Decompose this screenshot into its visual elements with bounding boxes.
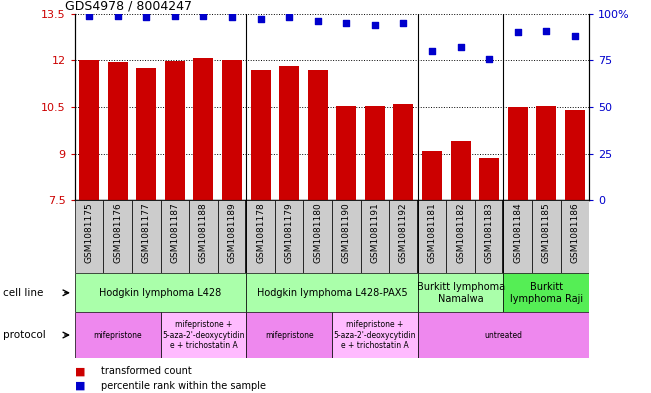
Point xyxy=(341,20,352,26)
Bar xyxy=(165,61,185,200)
Bar xyxy=(479,158,499,200)
Bar xyxy=(275,200,303,273)
Point xyxy=(198,13,208,19)
Text: protocol: protocol xyxy=(3,330,46,340)
Text: mifepristone: mifepristone xyxy=(265,331,314,340)
Text: GSM1081186: GSM1081186 xyxy=(570,203,579,263)
Point xyxy=(141,14,152,20)
Text: Burkitt
lymphoma Raji: Burkitt lymphoma Raji xyxy=(510,282,583,303)
Text: GSM1081188: GSM1081188 xyxy=(199,203,208,263)
Bar xyxy=(532,200,561,273)
Text: GSM1081189: GSM1081189 xyxy=(227,203,236,263)
Text: percentile rank within the sample: percentile rank within the sample xyxy=(101,381,266,391)
Bar xyxy=(332,312,418,358)
Point xyxy=(541,28,551,34)
Bar xyxy=(450,141,471,200)
Text: GSM1081192: GSM1081192 xyxy=(399,203,408,263)
Bar xyxy=(75,312,161,358)
Bar xyxy=(246,200,275,273)
Bar xyxy=(561,200,589,273)
Bar xyxy=(393,104,413,200)
Bar xyxy=(418,273,503,312)
Text: mifepristone +
5-aza-2'-deoxycytidin
e + trichostatin A: mifepristone + 5-aza-2'-deoxycytidin e +… xyxy=(162,320,245,350)
Point xyxy=(227,14,237,20)
Bar xyxy=(365,106,385,200)
Bar xyxy=(193,58,214,200)
Point xyxy=(427,48,437,54)
Bar xyxy=(75,200,104,273)
Point xyxy=(84,13,94,19)
Text: Burkitt lymphoma
Namalwa: Burkitt lymphoma Namalwa xyxy=(417,282,505,303)
Bar xyxy=(418,312,589,358)
Point xyxy=(312,18,323,24)
Point xyxy=(170,13,180,19)
Text: GSM1081176: GSM1081176 xyxy=(113,203,122,263)
Text: ■: ■ xyxy=(75,366,85,376)
Text: GSM1081180: GSM1081180 xyxy=(313,203,322,263)
Point xyxy=(512,29,523,36)
Text: mifepristone: mifepristone xyxy=(93,331,142,340)
Bar xyxy=(308,70,327,200)
Bar xyxy=(189,200,217,273)
Bar xyxy=(161,312,246,358)
Bar xyxy=(75,273,246,312)
Point xyxy=(456,44,466,50)
Bar xyxy=(503,273,589,312)
Bar xyxy=(447,200,475,273)
Bar xyxy=(107,62,128,200)
Text: GSM1081182: GSM1081182 xyxy=(456,203,465,263)
Bar xyxy=(536,106,557,200)
Point xyxy=(570,33,580,39)
Bar xyxy=(508,107,528,200)
Bar xyxy=(475,200,503,273)
Text: GSM1081185: GSM1081185 xyxy=(542,203,551,263)
Bar xyxy=(303,200,332,273)
Bar xyxy=(361,200,389,273)
Point xyxy=(284,14,294,20)
Bar xyxy=(246,312,332,358)
Bar xyxy=(418,200,447,273)
Text: cell line: cell line xyxy=(3,288,44,298)
Point xyxy=(113,13,123,19)
Bar xyxy=(503,200,532,273)
Text: GSM1081191: GSM1081191 xyxy=(370,203,380,263)
Bar xyxy=(217,200,246,273)
Bar xyxy=(422,151,442,200)
Bar xyxy=(565,110,585,200)
Bar xyxy=(337,106,356,200)
Bar xyxy=(222,61,242,200)
Point xyxy=(484,55,494,62)
Text: GSM1081177: GSM1081177 xyxy=(142,203,151,263)
Point xyxy=(370,22,380,28)
Text: mifepristone +
5-aza-2'-deoxycytidin
e + trichostatin A: mifepristone + 5-aza-2'-deoxycytidin e +… xyxy=(333,320,416,350)
Text: GSM1081181: GSM1081181 xyxy=(428,203,437,263)
Bar xyxy=(332,200,361,273)
Bar xyxy=(132,200,161,273)
Text: ■: ■ xyxy=(75,381,85,391)
Text: GSM1081190: GSM1081190 xyxy=(342,203,351,263)
Text: GSM1081187: GSM1081187 xyxy=(171,203,180,263)
Bar xyxy=(389,200,418,273)
Bar xyxy=(279,66,299,200)
Point xyxy=(255,16,266,22)
Text: GSM1081184: GSM1081184 xyxy=(513,203,522,263)
Bar xyxy=(161,200,189,273)
Text: GSM1081178: GSM1081178 xyxy=(256,203,265,263)
Text: Hodgkin lymphoma L428: Hodgkin lymphoma L428 xyxy=(100,288,222,298)
Bar xyxy=(136,68,156,200)
Text: untreated: untreated xyxy=(484,331,523,340)
Text: GSM1081175: GSM1081175 xyxy=(85,203,94,263)
Text: GSM1081183: GSM1081183 xyxy=(484,203,493,263)
Bar xyxy=(246,273,418,312)
Text: transformed count: transformed count xyxy=(101,366,191,376)
Text: GSM1081179: GSM1081179 xyxy=(284,203,294,263)
Text: GDS4978 / 8004247: GDS4978 / 8004247 xyxy=(64,0,191,13)
Point xyxy=(398,20,409,26)
Text: Hodgkin lymphoma L428-PAX5: Hodgkin lymphoma L428-PAX5 xyxy=(256,288,408,298)
Bar xyxy=(79,61,99,200)
Bar xyxy=(104,200,132,273)
Bar xyxy=(251,70,271,200)
